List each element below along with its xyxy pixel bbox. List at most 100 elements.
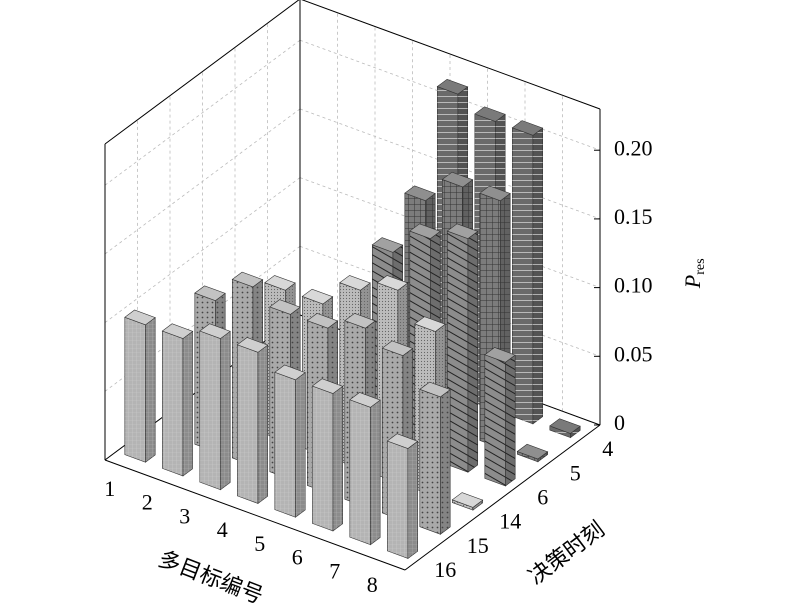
bar-top bbox=[269, 299, 301, 315]
y-tick-label: 5 bbox=[570, 460, 581, 485]
bar bbox=[386, 433, 419, 560]
bar-texture bbox=[440, 389, 451, 535]
bar-top bbox=[274, 364, 306, 381]
x-tick-label: 5 bbox=[254, 531, 265, 556]
bar bbox=[199, 323, 231, 491]
bars bbox=[124, 78, 581, 560]
bar-top bbox=[311, 378, 344, 394]
bar-top bbox=[436, 78, 469, 95]
bar-texture bbox=[220, 331, 231, 490]
bar bbox=[511, 120, 544, 425]
bar-texture bbox=[484, 354, 506, 486]
bar-texture bbox=[505, 355, 516, 486]
bar-texture bbox=[472, 500, 483, 511]
bar-top bbox=[306, 313, 339, 329]
bar-texture bbox=[517, 451, 538, 462]
bar-top bbox=[339, 275, 371, 291]
bar-top bbox=[511, 120, 544, 136]
bar-texture bbox=[182, 331, 193, 476]
bar-texture bbox=[237, 344, 258, 504]
grid-line bbox=[104, 39, 301, 186]
bar-texture bbox=[419, 389, 441, 535]
bar-texture bbox=[199, 331, 221, 490]
bar-top bbox=[446, 223, 479, 239]
bar-texture bbox=[349, 399, 371, 545]
x-tick-label: 6 bbox=[292, 545, 303, 570]
bar-top bbox=[236, 337, 269, 353]
x-axis-label: 多目标编号 bbox=[155, 546, 267, 603]
z-tick-label: 0.20 bbox=[614, 135, 653, 160]
bar bbox=[516, 443, 549, 463]
grid-line bbox=[299, 177, 601, 288]
grid-line bbox=[299, 245, 601, 357]
bar-top bbox=[124, 309, 156, 326]
y-tick-label: 16 bbox=[434, 557, 456, 582]
bar bbox=[451, 492, 484, 511]
grid-line bbox=[104, 177, 301, 323]
z-tick-label: 0.10 bbox=[614, 273, 653, 298]
x-tick-label: 3 bbox=[179, 503, 190, 528]
bar bbox=[236, 337, 269, 505]
z-tick-label: 0.05 bbox=[614, 341, 653, 366]
bar-top bbox=[264, 275, 296, 291]
y-tick-label: 4 bbox=[602, 436, 613, 461]
bar bbox=[484, 347, 516, 487]
bar-top bbox=[161, 323, 194, 339]
bar-texture bbox=[447, 231, 468, 473]
bar-texture bbox=[332, 386, 343, 531]
bar bbox=[419, 381, 451, 535]
bar-top bbox=[376, 275, 409, 291]
z-tick-label: 0.15 bbox=[614, 204, 653, 229]
bar-texture bbox=[532, 128, 543, 424]
bar bbox=[124, 309, 156, 463]
bar-texture bbox=[145, 317, 156, 463]
bar bbox=[446, 223, 479, 473]
bar-texture bbox=[312, 385, 333, 531]
x-tick-label: 1 bbox=[104, 476, 115, 501]
x-tick-label: 4 bbox=[217, 517, 228, 542]
grid-line bbox=[299, 108, 601, 220]
bar-texture bbox=[124, 317, 146, 463]
bar-top bbox=[484, 347, 516, 363]
bar-top bbox=[231, 271, 264, 288]
bar-texture bbox=[467, 231, 478, 473]
bar bbox=[311, 378, 344, 532]
bar-top bbox=[371, 237, 404, 253]
y-tick-label: 6 bbox=[537, 484, 548, 509]
z-axis-label-main: P bbox=[680, 275, 705, 289]
bar-top bbox=[381, 340, 414, 356]
bar bbox=[274, 364, 306, 518]
z-tick-label: 0 bbox=[614, 410, 625, 435]
bar-texture bbox=[407, 441, 418, 559]
grid-line bbox=[299, 39, 601, 151]
bar-top bbox=[479, 185, 511, 202]
bar-top bbox=[404, 185, 436, 202]
bar bbox=[349, 392, 381, 546]
y-tick-label: 14 bbox=[499, 509, 521, 534]
bar-texture bbox=[274, 372, 296, 518]
bar-top bbox=[419, 381, 451, 398]
bar-texture bbox=[512, 127, 533, 424]
x-tick-label: 2 bbox=[142, 490, 153, 515]
x-tick-label: 7 bbox=[329, 558, 340, 583]
bar-top bbox=[386, 433, 419, 449]
axis-line bbox=[404, 424, 601, 571]
bar-top bbox=[549, 418, 581, 434]
axis-line bbox=[104, 0, 300, 145]
bar-top bbox=[474, 106, 506, 122]
axis-line bbox=[301, 0, 601, 110]
z-axis-label-subscript: res bbox=[693, 258, 708, 274]
bar-top bbox=[349, 392, 381, 408]
bar-texture bbox=[452, 499, 473, 511]
bar-texture bbox=[370, 400, 381, 545]
bar-top bbox=[344, 313, 376, 329]
z-axis-label: Pres bbox=[680, 258, 708, 289]
bar-top bbox=[199, 323, 231, 339]
bar-texture bbox=[570, 426, 581, 438]
y-tick-label: 15 bbox=[467, 533, 489, 558]
bar bbox=[549, 418, 581, 439]
bar-texture bbox=[537, 451, 548, 462]
bar-top bbox=[441, 171, 474, 188]
bar bbox=[161, 323, 194, 477]
